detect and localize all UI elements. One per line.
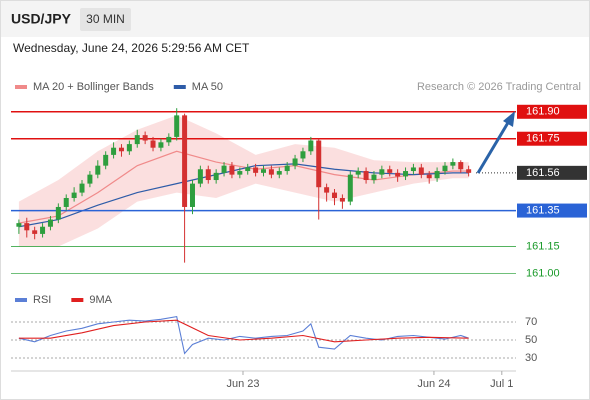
candle-body	[205, 169, 211, 181]
candle-body	[221, 165, 227, 173]
legend-label: 9MA	[89, 294, 112, 306]
candle-body	[118, 147, 124, 152]
candle-body	[71, 192, 77, 198]
candle-body	[403, 171, 409, 177]
candle-body	[55, 206, 61, 220]
candle-body	[339, 197, 345, 202]
level-tag	[517, 131, 587, 146]
candle-body	[418, 167, 424, 175]
candle-body	[434, 171, 440, 179]
legend-swatch	[15, 298, 27, 302]
y-tick-label: 50	[525, 334, 537, 346]
level-tag	[517, 104, 587, 119]
candle-body	[284, 165, 290, 172]
candle-body	[142, 135, 148, 141]
level-label: 161.90	[526, 106, 560, 118]
interval: 30 MIN	[86, 12, 125, 26]
candle-body	[371, 174, 377, 181]
candle-body	[379, 169, 385, 175]
candle-body	[166, 136, 172, 143]
candle-body	[261, 169, 266, 173]
legend-swatch	[71, 298, 84, 302]
candle-body	[79, 183, 85, 193]
level-label: 161.35	[526, 204, 560, 216]
candle-body	[213, 172, 219, 181]
level-label: 161.00	[526, 267, 560, 279]
y-tick-label: 70	[525, 316, 537, 328]
candle-body	[134, 135, 140, 145]
level-tag	[517, 203, 587, 218]
candle-body	[332, 192, 338, 198]
x-tick-label: Jun 23	[226, 378, 259, 390]
candle-body	[410, 167, 416, 172]
candle-body	[395, 172, 401, 177]
candle-body	[32, 230, 38, 234]
candle-body	[245, 167, 251, 172]
y-tick-label: 30	[525, 352, 537, 364]
indicator-line	[18, 319, 469, 343]
legend-label: MA 50	[192, 81, 223, 93]
candle-body	[126, 144, 132, 152]
level-label: 161.15	[526, 240, 560, 252]
candle-body	[316, 140, 322, 188]
candle-body	[174, 115, 180, 137]
indicator-line	[18, 315, 469, 355]
candle-body	[355, 171, 361, 175]
interval-badge	[80, 8, 131, 31]
candle-body	[300, 151, 306, 159]
candle-body	[347, 174, 353, 202]
candle-body	[253, 167, 259, 173]
candle-body	[450, 162, 456, 166]
legend-swatch	[15, 85, 27, 89]
candle-body	[426, 174, 432, 179]
candle-body	[47, 219, 53, 227]
candle-body	[95, 165, 101, 175]
datetime: Wednesday, June 24, 2026 5:29:56 AM CET	[13, 41, 250, 55]
candle-body	[150, 140, 156, 148]
candle-body	[268, 169, 274, 175]
level-tag	[517, 165, 587, 180]
candle-body	[111, 147, 117, 155]
candle-body	[237, 171, 243, 175]
candle-body	[182, 115, 188, 207]
candle-body	[158, 142, 164, 148]
candle-body	[197, 169, 203, 184]
candle-body	[229, 165, 235, 175]
forecast-arrow	[476, 111, 515, 174]
candle-body	[103, 154, 109, 166]
level-label: 161.56	[526, 167, 560, 179]
candle-body	[308, 140, 314, 152]
candle-body	[363, 171, 369, 181]
candle-body	[16, 223, 22, 227]
candle-body	[87, 174, 93, 184]
candle-body	[276, 171, 282, 175]
credit: Research © 2026 Trading Central	[417, 81, 581, 93]
candle-body	[40, 226, 46, 234]
candle-body	[324, 187, 330, 193]
x-tick-label: Jul 1	[490, 378, 513, 390]
level-label: 161.75	[526, 133, 560, 145]
x-tick-label: Jun 24	[417, 378, 450, 390]
legend-label: RSI	[33, 294, 51, 306]
candle-body	[63, 197, 69, 207]
candle-body	[442, 165, 448, 172]
candle-body	[292, 158, 298, 166]
candle-body	[458, 162, 464, 170]
legend-swatch	[173, 85, 186, 89]
candle-body	[466, 169, 472, 173]
candle-body	[189, 183, 195, 207]
legend-label: MA 20 + Bollinger Bands	[33, 81, 154, 93]
bollinger-band	[18, 115, 469, 247]
symbol: USD/JPY	[11, 11, 72, 27]
candle-body	[387, 169, 393, 173]
candle-body	[24, 223, 30, 231]
